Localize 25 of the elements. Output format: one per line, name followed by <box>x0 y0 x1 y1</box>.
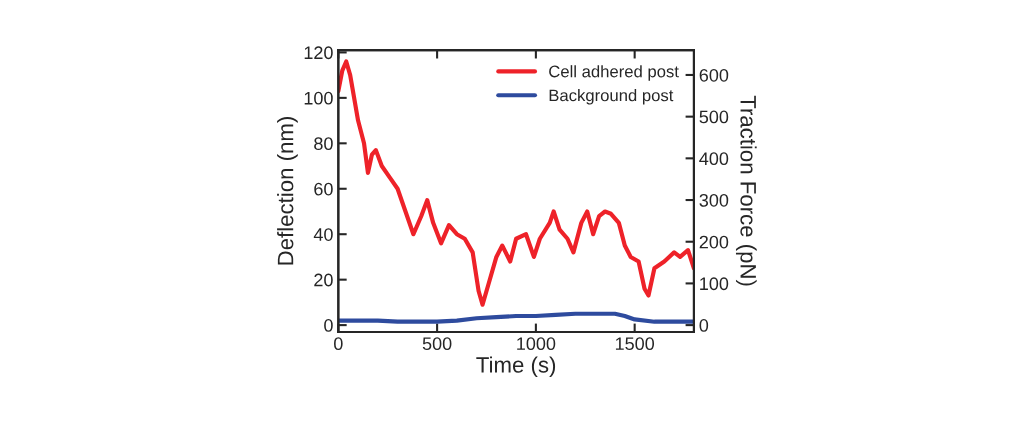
x-tick-label: 500 <box>422 337 452 351</box>
y2-tick-label: 400 <box>699 152 729 166</box>
y2-tick-label: 300 <box>699 193 729 207</box>
y2-tick-label: 0 <box>699 319 709 332</box>
x-tick-label: 1000 <box>517 337 556 351</box>
y-tick-label: 40 <box>313 228 333 241</box>
y-tick-label: 20 <box>314 273 333 287</box>
y2-tick-label: 600 <box>699 68 729 82</box>
legend-label: Background post <box>549 89 674 105</box>
line-series <box>338 59 694 307</box>
y-axis-title: Deflection (nm) <box>277 117 298 265</box>
x-axis-title: Time (s) <box>476 356 556 378</box>
x-tick-label: 0 <box>334 337 343 351</box>
y-tick-label: 80 <box>314 137 333 151</box>
x-tick-label: 1500 <box>615 337 655 351</box>
y2-tick-label: 500 <box>699 110 729 124</box>
legend-label: Cell adhered post <box>549 65 679 81</box>
y-tick-label: 120 <box>304 46 333 60</box>
y2-tick-label: 200 <box>699 235 729 249</box>
y-tick-label: 60 <box>314 182 333 196</box>
y2-axis-title: Traction Force (pN) <box>735 95 757 286</box>
line-series <box>338 311 694 324</box>
y-tick-label: 100 <box>304 91 333 105</box>
y2-tick-label: 100 <box>700 277 729 291</box>
y-tick-label: 0 <box>324 319 333 332</box>
